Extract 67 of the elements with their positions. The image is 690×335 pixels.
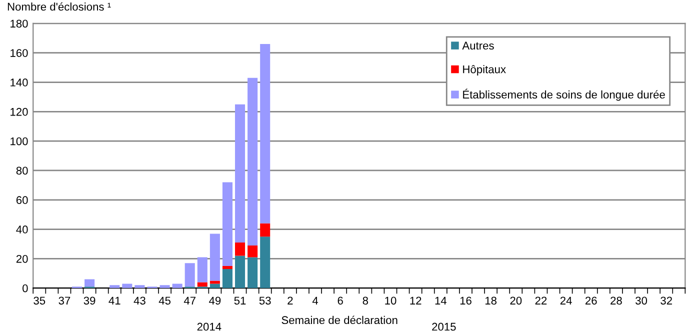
text: 2015 <box>432 322 456 331</box>
bar <box>110 285 120 288</box>
legend-label: Établissements de soins de longue durée <box>463 88 665 101</box>
bar <box>197 282 208 287</box>
x-tick-label: 37 <box>58 296 70 305</box>
x-tick-label: 26 <box>586 296 597 305</box>
bar <box>260 236 270 288</box>
x-tick-label: 32 <box>660 296 672 305</box>
x-tick-label: 49 <box>209 296 221 305</box>
bar <box>235 256 246 288</box>
x-tick-label: 22 <box>535 296 547 304</box>
bar <box>260 44 270 224</box>
x-tick-label: 6 <box>338 296 343 305</box>
y-tick-label: 160 <box>10 49 28 57</box>
x-tick-label: 14 <box>435 296 447 304</box>
bar <box>134 285 145 288</box>
bar <box>184 263 195 287</box>
x-tick-label: 12 <box>410 296 422 304</box>
bar <box>222 268 232 288</box>
y-tick-label: 60 <box>16 196 28 204</box>
legend-label: Hôpitaux <box>463 65 506 76</box>
bar <box>222 266 232 269</box>
text: 2014 <box>197 322 222 331</box>
x-tick-label: 18 <box>485 296 497 305</box>
y-tick-label: 80 <box>16 166 28 175</box>
y-tick-label: 120 <box>10 108 28 116</box>
x-tick-label: 41 <box>108 296 120 304</box>
y-tick-label: 0 <box>22 284 28 292</box>
bar <box>197 257 208 282</box>
y-tick-label: 40 <box>16 226 28 234</box>
y-tick-label: 180 <box>10 20 28 28</box>
bar <box>210 284 220 288</box>
x-tick-label: 4 <box>312 296 318 304</box>
bar <box>122 284 132 288</box>
y-tick-label: 20 <box>16 254 28 263</box>
x-tick-label: 30 <box>636 296 648 305</box>
x-tick-label: 8 <box>362 296 368 305</box>
x-tick-label: 43 <box>134 296 146 305</box>
bar <box>160 285 170 288</box>
bar <box>172 284 182 288</box>
bar <box>84 279 95 287</box>
bar <box>248 78 258 246</box>
y-tick-label: 140 <box>10 78 28 86</box>
x-tick-label: 10 <box>385 296 396 305</box>
bar <box>210 280 220 284</box>
y-tick-label: 100 <box>10 137 28 146</box>
bar <box>222 182 232 266</box>
bar <box>248 257 258 288</box>
x-tick-label: 51 <box>234 296 246 305</box>
bar <box>248 245 258 258</box>
x-tick-label: 28 <box>610 296 622 305</box>
bar <box>235 104 246 243</box>
x-tick-label: 20 <box>510 296 522 305</box>
x-tick-label: 35 <box>34 296 46 305</box>
legend-label: Autres <box>462 42 494 50</box>
x-tick-label: 47 <box>184 296 196 304</box>
y-axis-title: Nombre d'éclosions ¹ <box>8 2 111 11</box>
x-tick-label: 2 <box>288 296 293 304</box>
bar <box>210 234 220 281</box>
bar <box>260 223 270 237</box>
x-axis-title: Semaine de déclaration <box>282 316 398 324</box>
bar <box>235 242 246 256</box>
x-tick-label: 45 <box>158 296 170 305</box>
x-tick-label: 39 <box>84 296 96 305</box>
x-tick-label: 53 <box>259 296 271 305</box>
x-tick-label: 16 <box>460 296 472 305</box>
x-tick-label: 24 <box>560 296 572 304</box>
